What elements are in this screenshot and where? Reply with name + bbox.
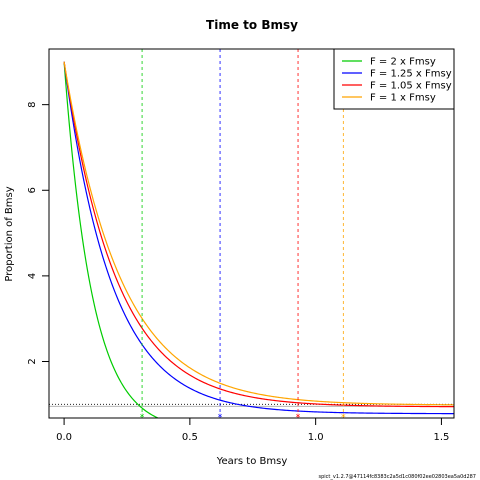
legend-label-2: F = 1.05 x Fmsy: [370, 81, 452, 92]
plot-lines: [49, 61, 454, 418]
legend-label-1: F = 1.25 x Fmsy: [370, 69, 452, 80]
x-tick-label-3: 1.5: [433, 432, 449, 443]
time-to-bmsy-markers: * * * *: [140, 49, 346, 423]
footnote: spict_v1.2.7@47114fc8383c2a5d1c080f02ee0…: [319, 474, 477, 480]
y-tick-label-3: 8: [27, 101, 38, 107]
series-line-1: [63, 61, 454, 415]
time-to-bmsy-mark-2: *: [296, 413, 301, 423]
series-line-3: [63, 61, 454, 406]
y-axis-label: Proportion of Bmsy: [4, 186, 15, 281]
x-tick-label-1: 0.5: [182, 432, 198, 443]
legend-label-3: F = 1 x Fmsy: [370, 93, 436, 104]
y-tick-label-1: 4: [27, 273, 38, 279]
time-to-bmsy-mark-3: *: [341, 413, 346, 423]
x-tick-label-2: 1.0: [308, 432, 324, 443]
series-line-0: [63, 61, 160, 418]
time-to-bmsy-mark-1: *: [218, 413, 223, 423]
y-tick-label-2: 6: [27, 187, 38, 193]
series-line-2: [63, 61, 454, 408]
y-axis: 2 4 6 8: [27, 101, 50, 365]
x-axis-label: Years to Bmsy: [216, 456, 288, 467]
x-axis: 0.0 0.5 1.0 1.5: [56, 417, 449, 443]
time-to-bmsy-mark-0: *: [140, 413, 145, 423]
chart-title: Time to Bmsy: [206, 18, 298, 32]
legend-box: [333, 48, 455, 110]
legend-label-0: F = 2 x Fmsy: [370, 57, 436, 68]
y-tick-label-0: 2: [27, 358, 38, 364]
x-tick-label-0: 0.0: [56, 432, 72, 443]
